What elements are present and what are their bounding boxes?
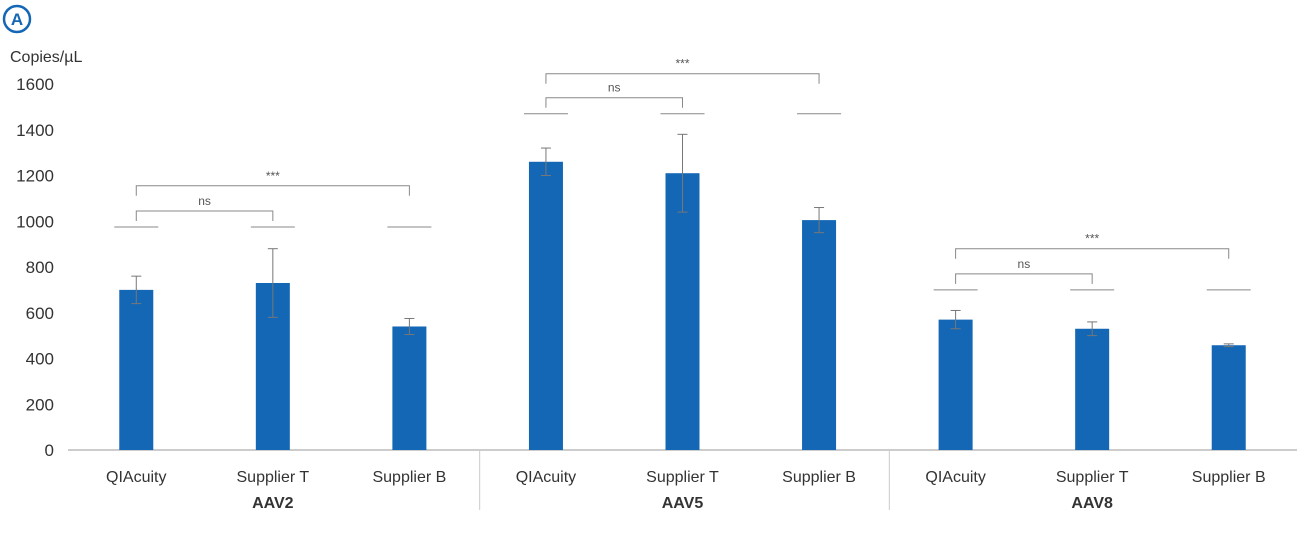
y-tick-label: 600 (26, 304, 54, 323)
y-tick-label: 1400 (16, 121, 54, 140)
significance-label: ns (1018, 257, 1031, 271)
significance-label: ns (198, 194, 211, 208)
significance-bracket (545, 97, 683, 108)
x-tick-label: QIAcuity (925, 469, 985, 486)
y-tick-label: 1000 (16, 212, 54, 231)
x-tick-label: Supplier B (1192, 469, 1266, 486)
significance-brackets: ns *** ns *** ns *** (135, 57, 1230, 284)
reference-lines (114, 113, 1251, 291)
y-tick-label: 1600 (16, 75, 54, 94)
significance-bracket (135, 185, 410, 196)
y-tick-label: 800 (26, 258, 54, 277)
bar-aav5-0 (528, 161, 563, 450)
bar-aav8-0 (938, 319, 973, 450)
group-label: AAV8 (1071, 495, 1113, 512)
x-tick-label: QIAcuity (516, 469, 576, 486)
y-axis-label: Copies/µL (10, 49, 82, 66)
y-tick-label: 1200 (16, 167, 54, 186)
panel-badge: A (2, 4, 32, 34)
significance-label: *** (675, 57, 689, 71)
x-axis-labels: QIAcuity Supplier T Supplier B AAV2 QIAcuity… (106, 469, 1266, 512)
x-tick-label: QIAcuity (106, 469, 166, 486)
x-tick-label: Supplier B (782, 469, 856, 486)
significance-bracket (955, 273, 1093, 284)
group-dividers (479, 450, 890, 510)
x-tick-label: Supplier T (237, 469, 310, 486)
y-axis-ticks: 0 200 400 600 800 1000 1200 1400 1600 (16, 75, 54, 460)
significance-label: *** (266, 169, 280, 183)
panel-badge-circle (2, 4, 32, 34)
x-tick-label: Supplier T (646, 469, 719, 486)
panel-badge-label: A (11, 10, 23, 29)
bar-aav8-2 (1211, 345, 1246, 450)
significance-bracket (955, 248, 1230, 259)
bar-aav8-1 (1075, 328, 1110, 450)
significance-bracket (135, 210, 274, 221)
significance-label: ns (608, 81, 621, 95)
x-tick-label: Supplier T (1056, 469, 1129, 486)
bar-aav2-2 (392, 326, 427, 450)
group-label: AAV5 (662, 495, 704, 512)
significance-label: *** (1085, 232, 1099, 246)
bar-aav5-2 (802, 220, 837, 450)
y-tick-label: 200 (26, 395, 54, 414)
error-bars (131, 133, 1234, 348)
bar-aav2-0 (119, 289, 154, 450)
y-tick-label: 400 (26, 350, 54, 369)
group-label: AAV2 (252, 495, 294, 512)
bars (119, 161, 1246, 450)
bar-aav5-1 (665, 173, 700, 450)
x-tick-label: Supplier B (372, 469, 446, 486)
significance-bracket (545, 73, 820, 84)
y-tick-label: 0 (45, 441, 54, 460)
